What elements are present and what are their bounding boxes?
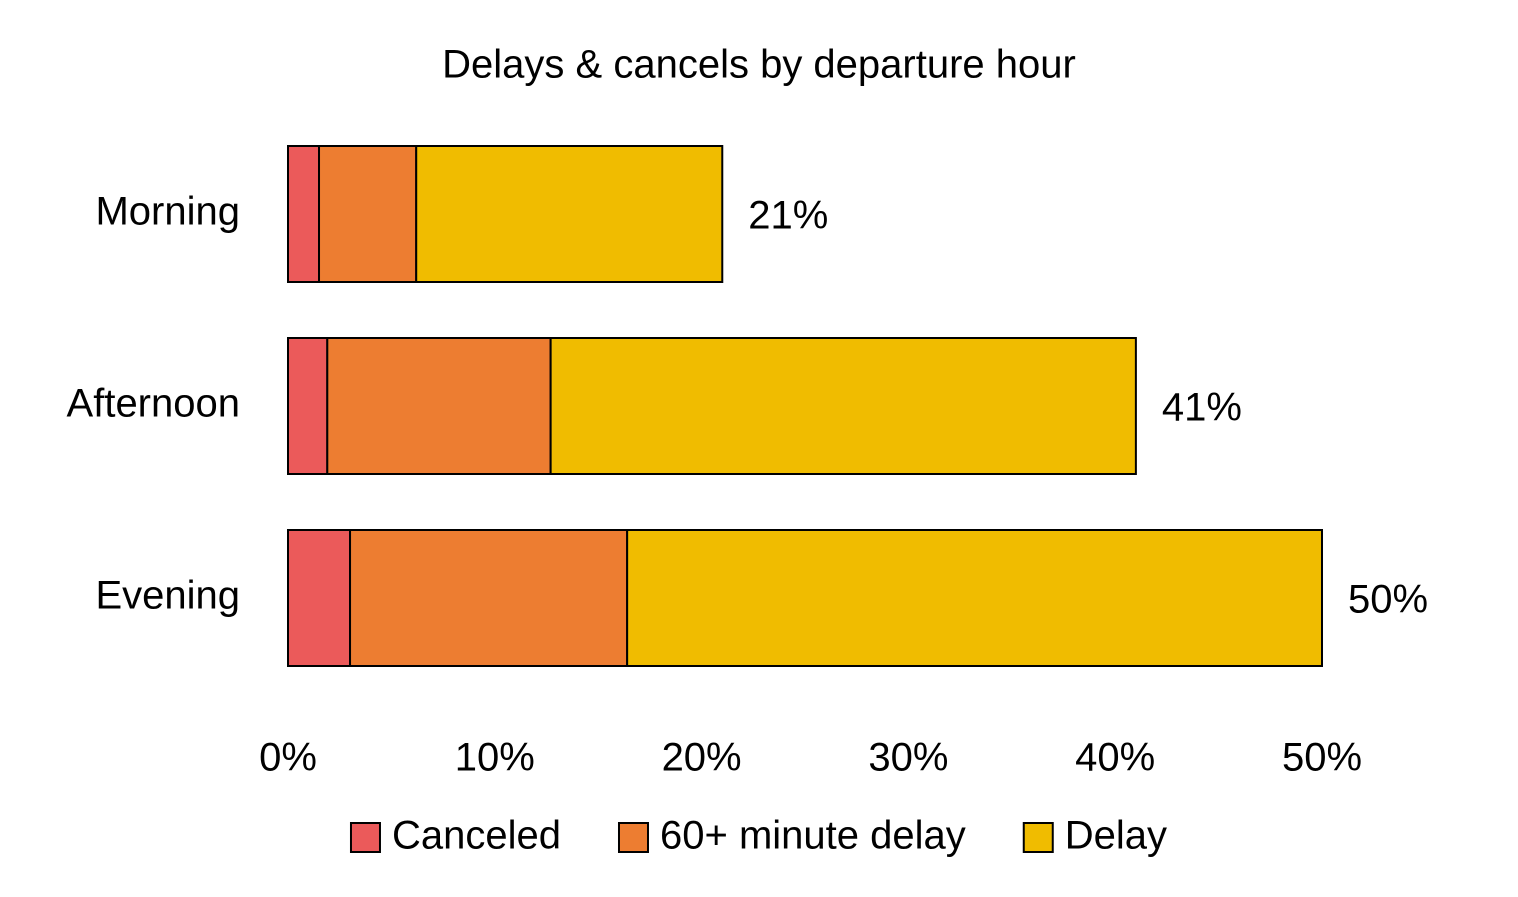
bar-segment bbox=[318, 145, 418, 283]
x-tick-label: 20% bbox=[662, 736, 742, 780]
x-tick-label: 50% bbox=[1282, 736, 1362, 780]
bar-segment bbox=[626, 529, 1323, 667]
bar-segment bbox=[326, 337, 552, 475]
bar-segment bbox=[415, 145, 724, 283]
y-tick-label: Afternoon bbox=[67, 382, 240, 426]
x-tick-label: 30% bbox=[868, 736, 948, 780]
x-tick-label: 0% bbox=[259, 736, 317, 780]
bar-segment bbox=[349, 529, 629, 667]
legend-swatch bbox=[1022, 822, 1054, 853]
bar-segment bbox=[549, 337, 1137, 475]
legend-label: Delay bbox=[1065, 814, 1167, 858]
legend-swatch bbox=[349, 822, 381, 853]
bar-segment bbox=[287, 337, 329, 475]
total-label: 21% bbox=[748, 194, 828, 238]
chart-title: Delays & cancels by departure hour bbox=[442, 43, 1076, 87]
x-tick-label: 40% bbox=[1075, 736, 1155, 780]
bar-segment bbox=[287, 145, 321, 283]
y-tick-label: Evening bbox=[95, 574, 240, 618]
total-label: 50% bbox=[1348, 578, 1428, 622]
bar-segment bbox=[287, 529, 352, 667]
legend-swatch bbox=[617, 822, 649, 853]
y-tick-label: Morning bbox=[95, 190, 240, 234]
legend-label: Canceled bbox=[392, 814, 561, 858]
x-tick-label: 10% bbox=[455, 736, 535, 780]
total-label: 41% bbox=[1162, 386, 1242, 430]
legend-label: 60+ minute delay bbox=[660, 814, 966, 858]
